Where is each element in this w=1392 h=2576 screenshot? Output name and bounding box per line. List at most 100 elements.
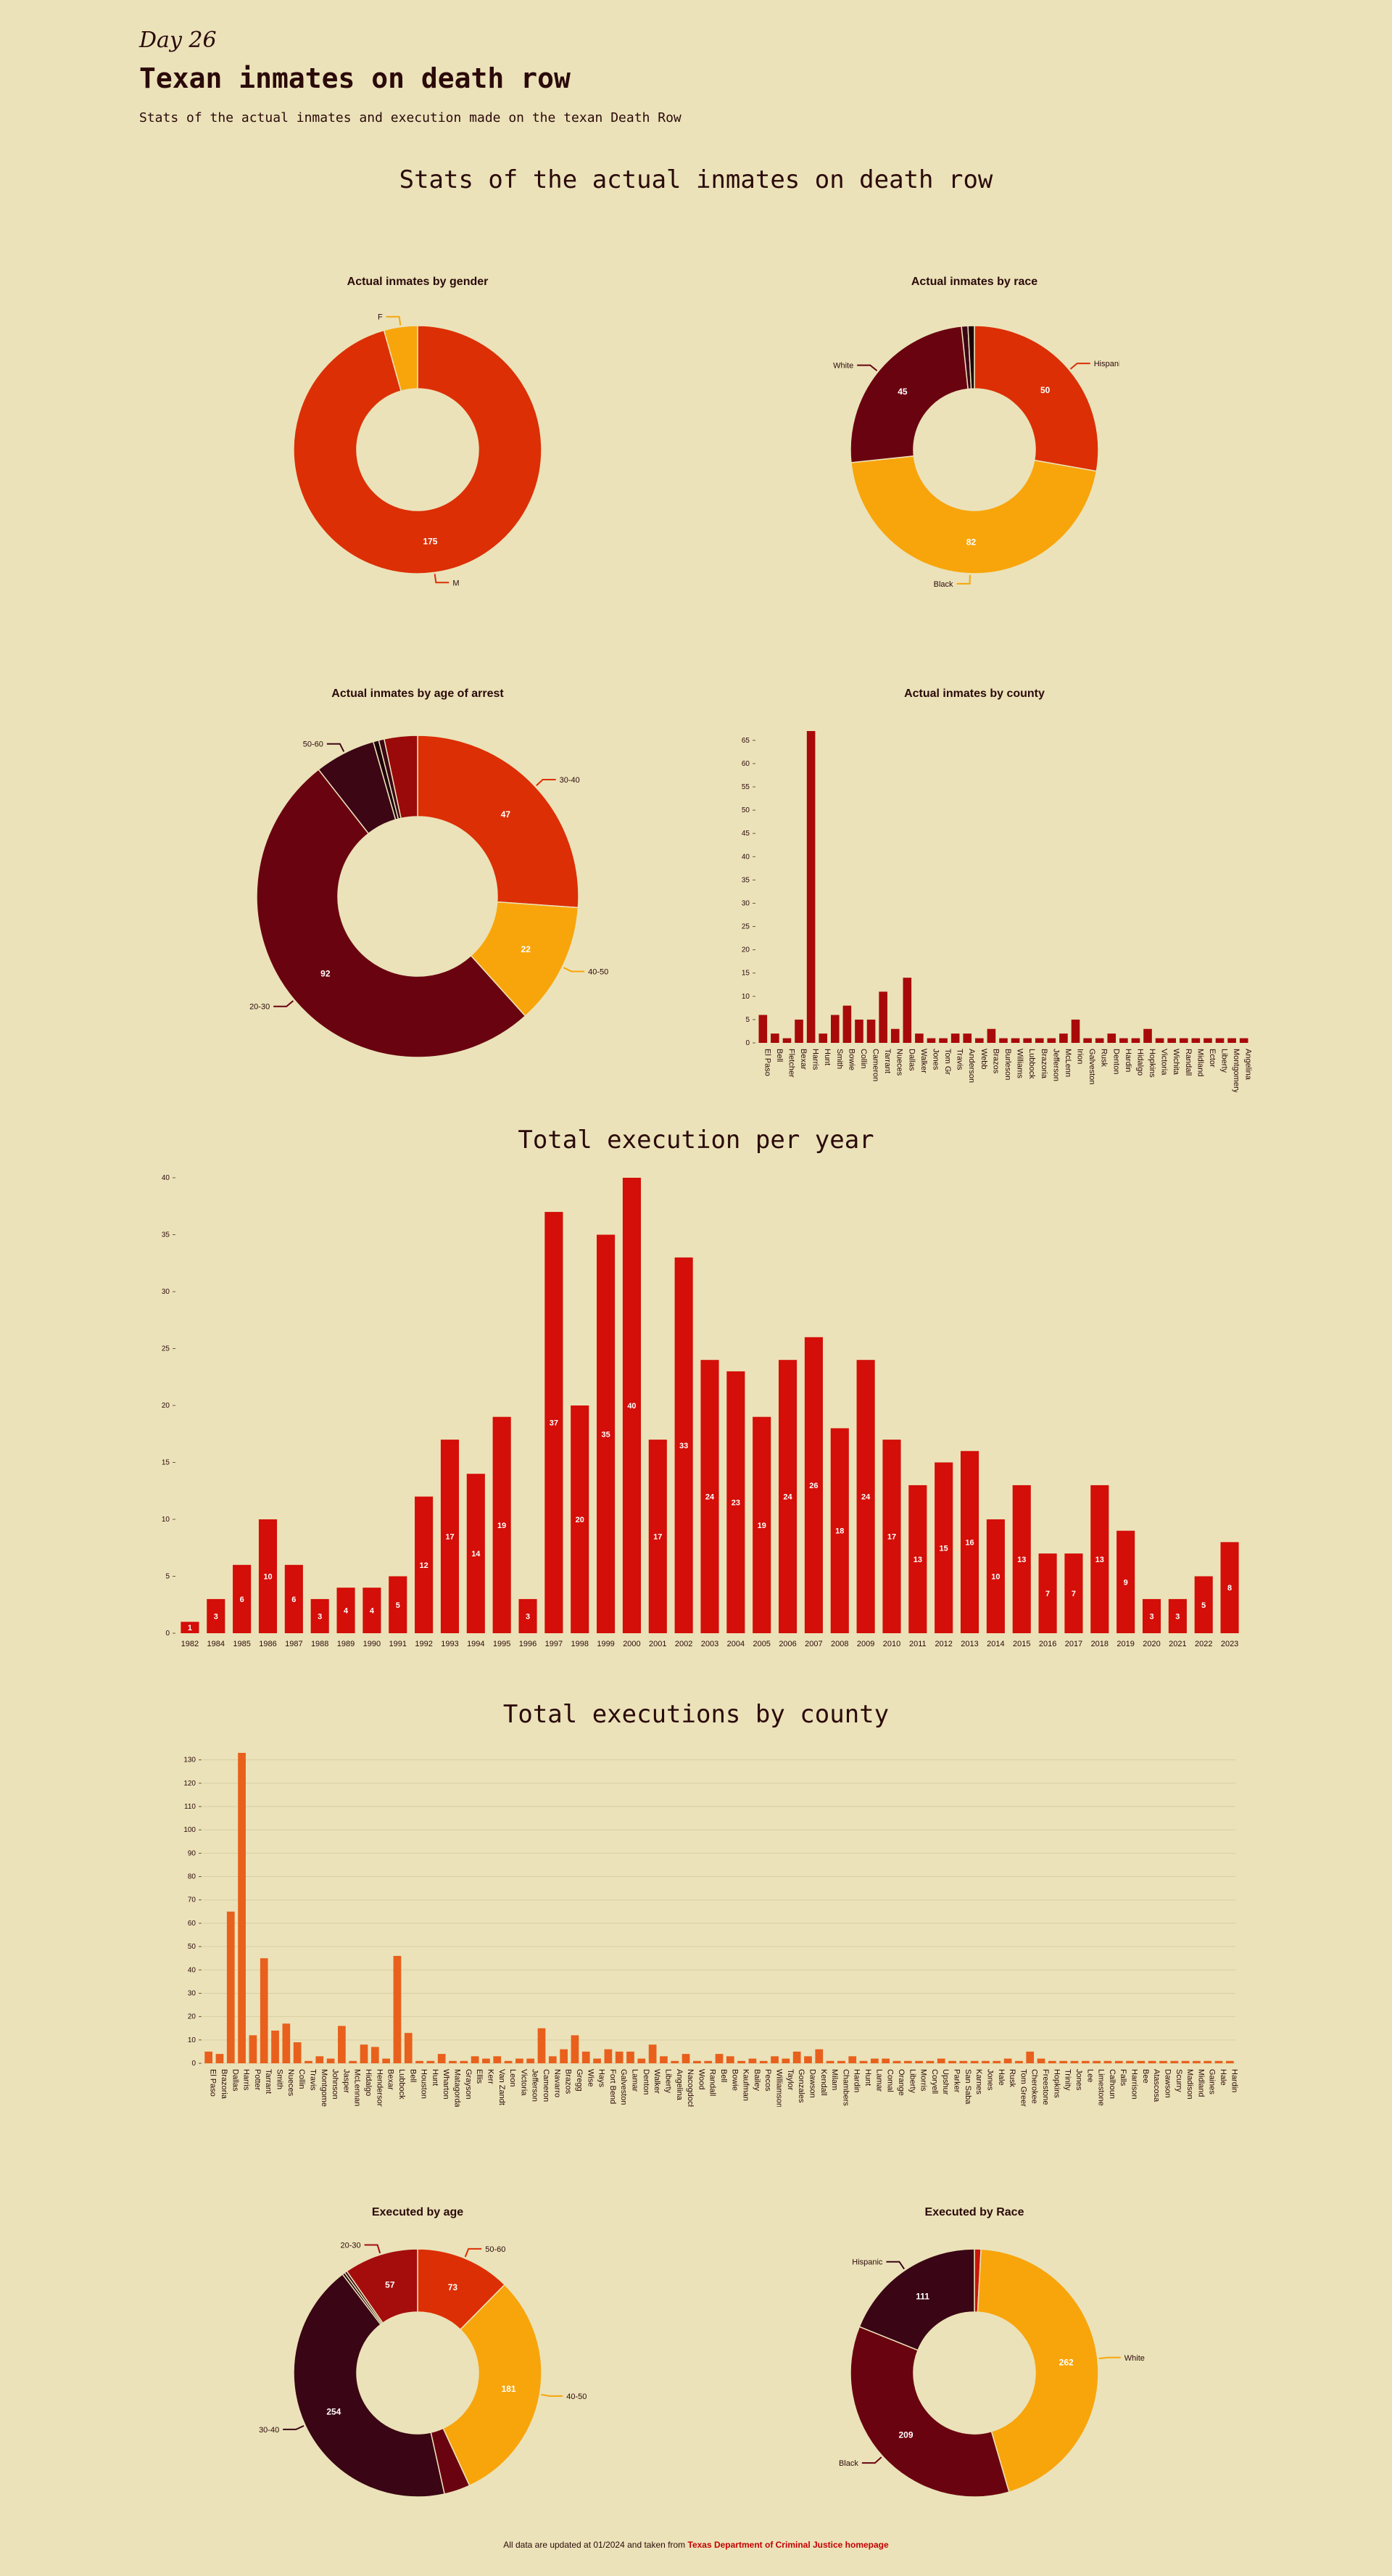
x-tick-label: Angelina [1244,1049,1253,1081]
bar [682,2054,690,2063]
bar [804,2056,812,2063]
bar [304,2060,312,2063]
pie-slice [383,325,418,392]
bar-value-label: 24 [705,1493,715,1502]
x-tick-label: Jasper [341,2069,350,2093]
x-tick-label: 2008 [831,1640,848,1648]
bar [674,1257,693,1633]
chart-executed-by-race: 262 White 209 Black 111 Hispanic [839,2248,1145,2498]
bar [249,2035,257,2063]
x-tick-label: Liberty [1220,1049,1229,1073]
bar [1015,2060,1023,2063]
bar [837,2060,845,2063]
x-tick-label: Walker [919,1049,928,1073]
slice-category-label: 30-40 [560,776,580,785]
x-tick-label: Midland [1196,2069,1205,2097]
bar [806,731,816,1043]
slice-value-label: 50 [1040,385,1051,395]
bar [238,1753,246,2063]
slice-leader-line [464,2247,482,2258]
bar-value-label: 10 [263,1573,272,1582]
bar [726,2056,734,2063]
x-tick-label: Galveston [619,2069,628,2105]
x-tick-label: Wharton [442,2069,450,2100]
bar [771,2056,779,2063]
chart-county-actual: 0 5 10 15 20 25 30 35 40 45 50 55 60 65 El Paso Bell Fle… [742,731,1253,1092]
x-tick-label: 2020 [1143,1640,1160,1648]
x-tick-label: Limestone [1097,2069,1106,2106]
chart-executed-by-age: 73 50-60 181 40-50 254 30-40 57 20-30 [259,2241,587,2498]
x-tick-label: 2004 [727,1640,745,1648]
bar [1048,2060,1056,2063]
x-tick-label: 2016 [1039,1640,1056,1648]
x-tick-label: Milam [830,2069,839,2090]
x-tick-label: Burleson [1003,1049,1012,1080]
slice-category-label: M [452,579,459,587]
y-tick-label: 30 [742,899,750,907]
bar [1038,1553,1057,1633]
bar [544,1212,563,1633]
bar [795,1019,803,1043]
bar [737,2060,745,2063]
y-tick-label: 60 [742,760,750,768]
x-tick-label: Wichita [1172,1049,1180,1076]
x-tick-label: Leon [508,2069,517,2086]
bar [571,2035,579,2063]
bar [537,2028,546,2063]
x-tick-label: Lamar [874,2069,883,2092]
source-link[interactable]: Texas Department of Criminal Justice hom… [687,2540,889,2550]
bar-value-label: 13 [1095,1556,1104,1564]
x-tick-label: Anderson [967,1049,976,1083]
chart-executions-per-year: 0510152025303540119823198461985101986619… [162,1174,1239,1648]
x-tick-label: 2006 [779,1640,796,1648]
x-tick-label: 2000 [623,1640,640,1648]
bar [207,1598,225,1633]
bar [1116,1530,1135,1633]
bar [993,2060,1001,2063]
pie-slice [293,2273,445,2498]
x-tick-label: 1987 [285,1640,302,1648]
y-tick-label: 40 [742,853,750,861]
bar [726,1371,745,1633]
bar [939,1038,948,1043]
x-tick-label: 2017 [1065,1640,1082,1648]
bar-value-label: 19 [758,1522,766,1530]
bar [830,1428,849,1633]
x-tick-label: Bowie [730,2069,739,2091]
bar [671,2060,679,2063]
x-tick-label: Ector [1208,1049,1217,1068]
x-tick-label: Williams [1016,1049,1024,1078]
bar-value-label: 3 [1149,1612,1153,1621]
slice-leader-line [434,574,450,584]
y-tick-label: 110 [184,1803,196,1811]
x-tick-label: Dallas [907,1049,916,1071]
bar-value-label: 5 [396,1601,400,1610]
bar [493,2056,502,2063]
slice-category-label: 50-60 [303,740,323,749]
y-tick-label: 5 [745,1016,750,1024]
bar [492,1416,511,1633]
bar [855,1019,863,1043]
bar [1204,1038,1212,1043]
bar [437,2054,446,2063]
x-tick-label: 1993 [441,1640,458,1648]
bar [1168,1598,1187,1633]
slice-value-label: 73 [448,2282,458,2292]
y-tick-label: 15 [162,1459,170,1467]
bar [415,1496,434,1633]
bar [1064,1553,1083,1633]
bar [471,2056,479,2063]
bar [1012,1485,1031,1633]
pie-slice [974,325,1099,472]
bar [1059,1033,1068,1043]
x-tick-label: Hopkins [1148,1049,1156,1078]
x-tick-label: Henderson [375,2069,384,2107]
x-tick-label: Hidalgo [1135,1049,1144,1076]
x-tick-label: Dawson [808,2069,816,2098]
slice-value-label: 47 [501,809,511,820]
bar [1143,1028,1152,1043]
x-tick-label: Smith [835,1049,844,1069]
x-tick-label: Brazoria [220,2069,228,2100]
bar [1191,1038,1201,1043]
slice-category-label: Hispanic [852,2258,883,2267]
